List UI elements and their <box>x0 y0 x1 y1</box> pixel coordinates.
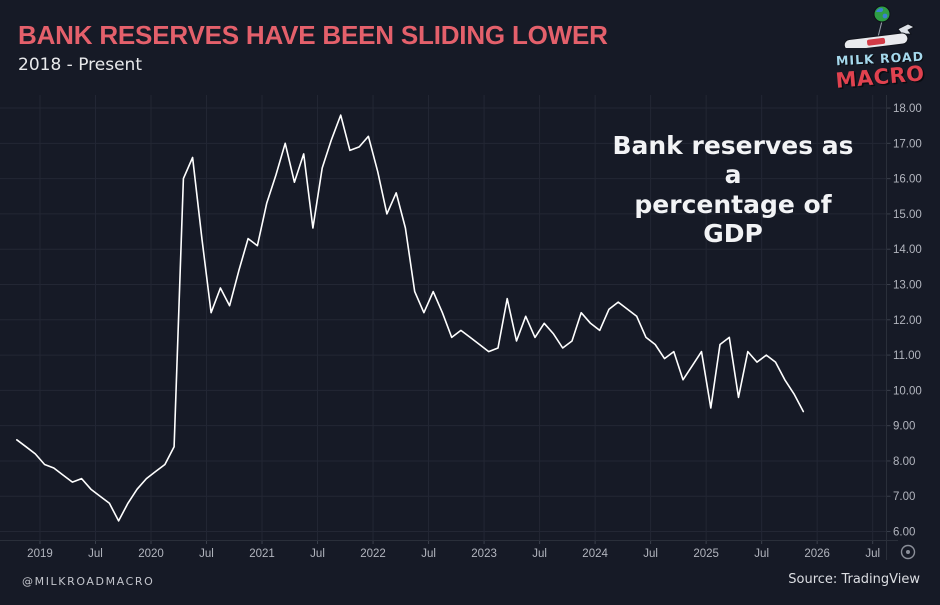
time-axis-label[interactable]: Jul <box>310 548 325 560</box>
bank-reserves-line-series[interactable] <box>15 114 805 522</box>
gear-icon[interactable] <box>900 544 916 560</box>
chart-gridlines <box>0 95 886 540</box>
annotation-line-2: percentage of GDP <box>634 189 832 248</box>
time-axis-label[interactable]: Jul <box>754 548 769 560</box>
time-axis-label[interactable]: Jul <box>865 548 880 560</box>
annotation-line-1: Bank reserves as a <box>612 131 854 190</box>
watermark-handle: @MILKROADMACRO <box>22 575 155 588</box>
price-axis-label[interactable]: 16.00 <box>893 174 922 186</box>
time-axis-label[interactable]: Jul <box>643 548 658 560</box>
price-axis-label[interactable]: 17.00 <box>893 138 922 150</box>
price-axis-label[interactable]: 6.00 <box>893 527 915 539</box>
price-axis-label[interactable]: 12.00 <box>893 315 922 327</box>
milk-road-macro-logo: MILK ROAD MACRO <box>828 4 932 93</box>
logo-illustration <box>843 5 915 51</box>
header: BANK RESERVES HAVE BEEN SLIDING LOWER 20… <box>18 20 608 75</box>
time-axis-label[interactable]: 2023 <box>471 548 497 560</box>
time-axis-label[interactable]: 2019 <box>27 548 53 560</box>
price-axis-label[interactable]: 13.00 <box>893 280 922 292</box>
time-axis-label[interactable]: 2022 <box>360 548 386 560</box>
balloon-string <box>877 20 883 38</box>
page-title: BANK RESERVES HAVE BEEN SLIDING LOWER <box>18 20 608 50</box>
price-axis-label[interactable]: 15.00 <box>893 209 922 221</box>
time-axis-label[interactable]: 2025 <box>693 548 719 560</box>
time-axis-label[interactable]: Jul <box>88 548 103 560</box>
globe-landmass <box>882 13 888 19</box>
price-axis-label[interactable]: 11.00 <box>893 350 921 362</box>
time-axis-label[interactable]: 2026 <box>804 548 830 560</box>
time-axis-label[interactable]: 2021 <box>249 548 275 560</box>
globe-landmass <box>876 7 884 12</box>
chart-axes[interactable]: 18.00 17.00 16.00 15.00 14.00 13.00 12.00 11.00… <box>0 95 922 560</box>
time-axis-label[interactable]: Jul <box>421 548 436 560</box>
lying-figure-icon <box>843 32 909 51</box>
source-credit: Source: TradingView <box>788 572 920 587</box>
time-axis-label[interactable]: 2024 <box>582 548 608 560</box>
chart-annotation: Bank reserves as a percentage of GDP <box>608 131 858 248</box>
series-group[interactable] <box>15 114 805 522</box>
price-axis-label[interactable]: 8.00 <box>893 456 915 468</box>
time-axis-label[interactable]: Jul <box>199 548 214 560</box>
time-axis-label[interactable]: 2020 <box>138 548 164 560</box>
price-axis-label[interactable]: 7.00 <box>893 491 915 503</box>
time-axis-label[interactable]: Jul <box>532 548 547 560</box>
price-axis-label[interactable]: 18.00 <box>893 103 922 115</box>
price-axis-label[interactable]: 9.00 <box>893 421 915 433</box>
price-axis-label[interactable]: 10.00 <box>893 385 922 397</box>
price-axis-label[interactable]: 14.00 <box>893 244 922 256</box>
page-subtitle: 2018 - Present <box>18 55 142 75</box>
